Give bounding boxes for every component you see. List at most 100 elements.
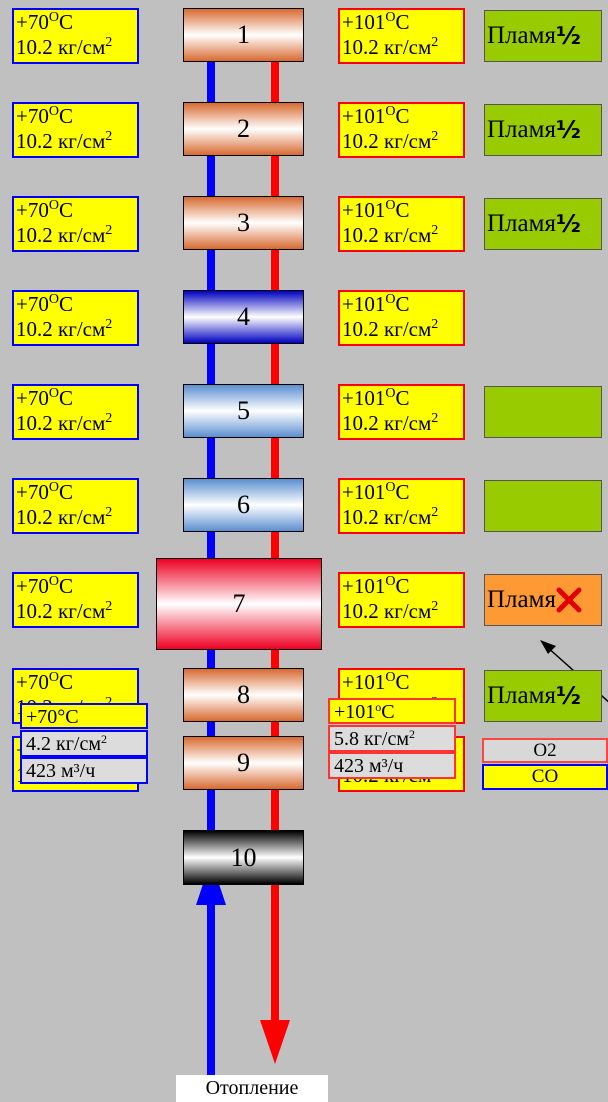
text-part: +70 bbox=[16, 198, 49, 222]
flame-status bbox=[484, 386, 602, 438]
text-part: +101 bbox=[342, 292, 386, 316]
unit: 6 bbox=[183, 478, 304, 532]
text-line: +101OC bbox=[342, 670, 463, 695]
text-line: +70OC bbox=[16, 574, 137, 599]
text-line: +70OC bbox=[16, 104, 137, 129]
text-part: O bbox=[385, 10, 396, 25]
text-part: 2 bbox=[431, 599, 439, 614]
text-part: C bbox=[58, 198, 73, 222]
text-part: +70 bbox=[16, 670, 49, 694]
text-part: C bbox=[395, 480, 410, 504]
meter-flow: 423 м³/ч bbox=[328, 752, 456, 779]
text-part: 10.2 кг/см bbox=[16, 411, 106, 435]
text-part: O bbox=[48, 574, 59, 589]
meter-pressure: 5.8 кг/см2 bbox=[328, 725, 456, 752]
text-part: O bbox=[385, 198, 396, 213]
text-part: 2 bbox=[105, 695, 112, 710]
flame-symbol: ½ bbox=[555, 210, 581, 238]
flame-text: Пламя bbox=[487, 586, 556, 613]
text-part: 5.8 кг/см bbox=[334, 728, 410, 750]
text-part: +101 bbox=[342, 574, 386, 598]
text-line: +101OC bbox=[342, 104, 463, 129]
text-part: O bbox=[48, 292, 59, 307]
text-part: C bbox=[58, 574, 73, 598]
text-part: O bbox=[48, 10, 59, 25]
unit: 7 bbox=[156, 558, 322, 650]
text-part: O bbox=[48, 198, 59, 213]
text-line: 10.2 кг/см2 bbox=[342, 599, 463, 624]
text-line: 10.2 кг/см2 bbox=[16, 129, 137, 154]
text-line: 10.2 кг/см2 bbox=[342, 223, 463, 248]
text-line: +70OC bbox=[16, 292, 137, 317]
text-part: 10.2 кг/см bbox=[16, 35, 106, 59]
text-part: C bbox=[58, 104, 73, 128]
text-part: 423 м³/ч bbox=[26, 760, 96, 782]
text-line: +101OC bbox=[342, 292, 463, 317]
text-part: O bbox=[48, 104, 59, 119]
text-part: +70°C bbox=[26, 706, 79, 728]
text-part: 2 bbox=[101, 732, 108, 746]
meter-temp: +70°C bbox=[20, 703, 148, 729]
text-part: +70 bbox=[16, 10, 49, 34]
flame-status: Пламя bbox=[484, 574, 602, 626]
flame-status: Пламя ½ bbox=[484, 670, 602, 722]
text-part: 2 bbox=[431, 35, 439, 50]
text-part: 423 м³/ч bbox=[334, 755, 404, 777]
text-part: O bbox=[385, 292, 396, 307]
footer-label: Отопление bbox=[176, 1075, 328, 1102]
text-part: 2 bbox=[105, 35, 113, 50]
text-line: 10.2 кг/см2 bbox=[16, 317, 137, 342]
text-part: 2 bbox=[105, 223, 113, 238]
text-part: 2 bbox=[431, 317, 439, 332]
unit: 10 bbox=[183, 830, 304, 885]
text-part: +101 bbox=[342, 198, 386, 222]
text-part: o bbox=[375, 700, 382, 714]
text-part: +70 bbox=[16, 386, 49, 410]
flame-status bbox=[484, 480, 602, 532]
text-part: C bbox=[395, 198, 410, 222]
text-line: +101OC bbox=[342, 10, 463, 35]
unit: 5 bbox=[183, 384, 304, 438]
text-part: O bbox=[48, 670, 59, 685]
text-line: +101oC bbox=[334, 700, 454, 724]
text-part: 10.2 кг/см bbox=[16, 317, 106, 341]
text-part: +101 bbox=[342, 480, 386, 504]
text-part: C bbox=[395, 104, 410, 128]
text-part: C bbox=[58, 386, 73, 410]
text-part: O bbox=[385, 386, 396, 401]
unit: 1 bbox=[183, 8, 304, 62]
flame-status: Пламя ½ bbox=[484, 198, 602, 250]
text-line: 10.2 кг/см2 bbox=[16, 505, 137, 530]
text-part: 10.2 кг/см bbox=[342, 411, 432, 435]
meter-flow: 423 м³/ч bbox=[20, 757, 148, 784]
text-part: +70 bbox=[16, 292, 49, 316]
text-line: +70°C bbox=[26, 705, 146, 729]
text-part: 2 bbox=[409, 727, 416, 741]
text-part: C bbox=[58, 480, 73, 504]
pointer-head bbox=[540, 640, 556, 654]
text-part: 10.2 кг/см bbox=[342, 505, 432, 529]
text-part: O bbox=[48, 386, 59, 401]
text-part: 2 bbox=[105, 129, 113, 144]
flame-status: Пламя ½ bbox=[484, 10, 602, 62]
text-line: 5.8 кг/см2 bbox=[334, 727, 454, 751]
text-part: C bbox=[381, 701, 395, 723]
text-part: 10.2 кг/см bbox=[342, 223, 432, 247]
text-line: +70OC bbox=[16, 10, 137, 35]
text-part: C bbox=[58, 10, 73, 34]
text-part: 10.2 кг/см bbox=[16, 129, 106, 153]
text-part: +101 bbox=[334, 701, 376, 723]
text-part: 10.2 кг/см bbox=[16, 505, 106, 529]
text-part: +101 bbox=[342, 104, 386, 128]
text-part: C bbox=[395, 574, 410, 598]
